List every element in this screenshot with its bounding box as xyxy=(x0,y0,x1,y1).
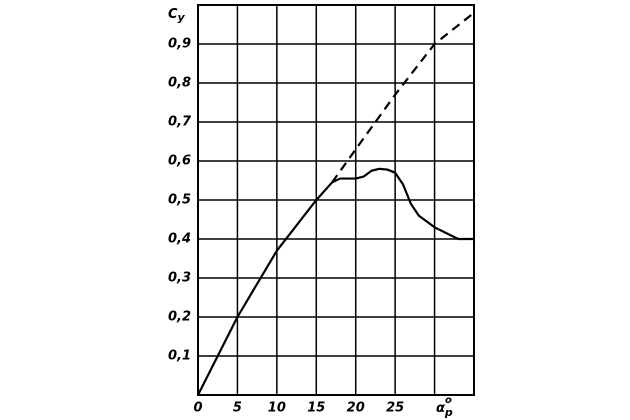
x-tick-label: 0 xyxy=(193,401,202,416)
x-tick-label: 20 xyxy=(347,401,365,416)
y-tick-label: 0,7 xyxy=(168,115,192,130)
y-axis-label: Cy xyxy=(168,7,186,25)
y-tick-label: 0,9 xyxy=(168,37,191,52)
y-tick-label: 0,1 xyxy=(168,349,191,364)
y-tick-label: 0,5 xyxy=(168,193,191,208)
x-tick-label: 25 xyxy=(386,401,404,416)
y-tick-label: 0,8 xyxy=(168,76,191,91)
x-tick-label: 15 xyxy=(307,401,325,416)
x-tick-label: 5 xyxy=(233,401,242,416)
x-label-sup: o xyxy=(445,395,452,406)
x-label-sub: p xyxy=(444,406,453,419)
x-tick-label: 10 xyxy=(268,401,286,416)
x-label-base: α xyxy=(436,401,445,416)
y-tick-label: 0,6 xyxy=(168,154,191,169)
y-label-sub: y xyxy=(178,11,186,24)
y-tick-label: 0,2 xyxy=(168,310,191,325)
data-line xyxy=(197,167,474,396)
y-tick-label: 0,3 xyxy=(168,271,191,286)
y-label-base: C xyxy=(168,7,178,22)
data-line xyxy=(331,11,475,184)
x-axis-label: αo p xyxy=(436,395,453,419)
y-tick-label: 0,4 xyxy=(168,232,191,247)
